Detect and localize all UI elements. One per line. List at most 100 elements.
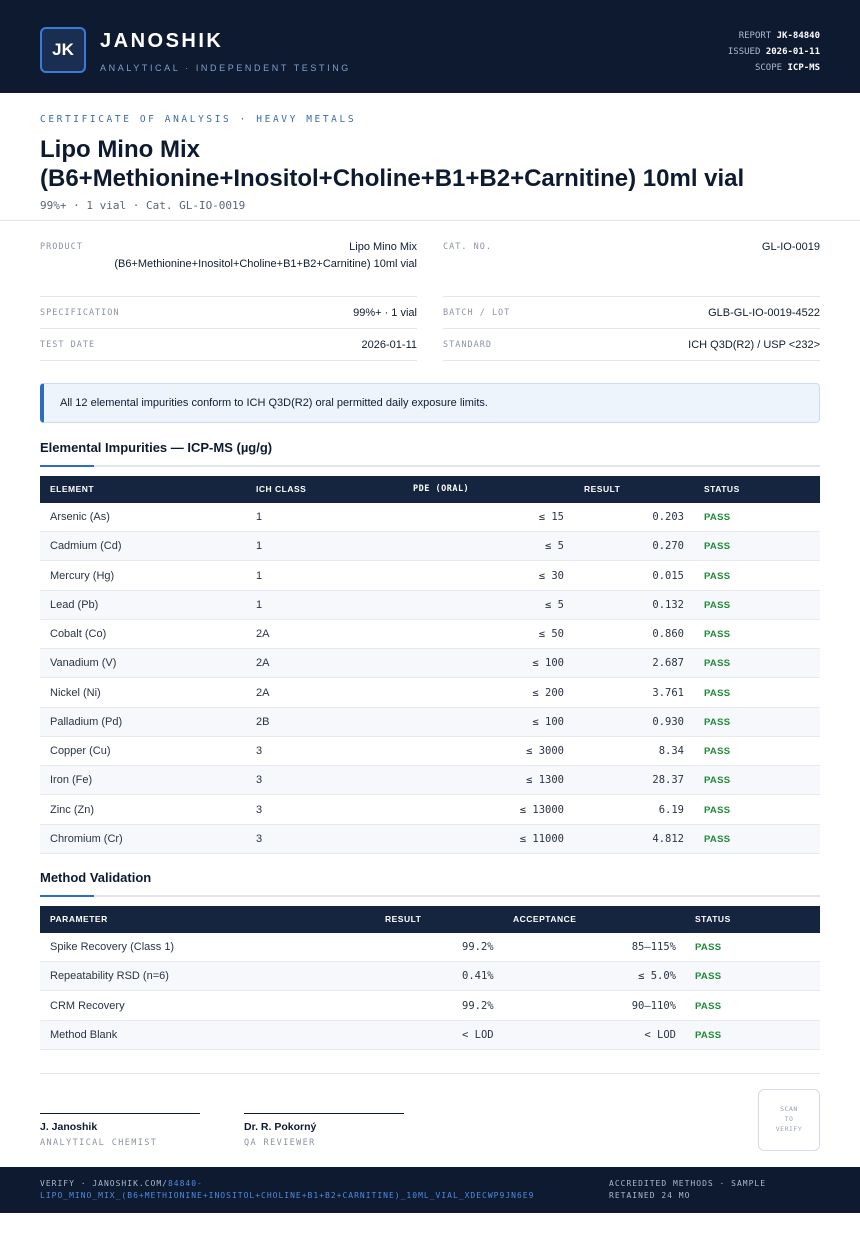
scope-label: SCOPE — [754, 63, 783, 73]
cell-element: Palladium (Pd) — [50, 715, 123, 728]
info-divider — [443, 328, 820, 329]
report-id-line: REPORT JK-84840 — [728, 28, 820, 44]
table-row: Repeatability RSD (n=6) 0.41% ≤ 5.0% PASS — [40, 962, 820, 992]
table-row: Cobalt (Co) 2A ≤ 50 0.860 PASS — [40, 620, 820, 649]
table-row: Copper (Cu) 3 ≤ 3000 8.34 PASS — [40, 737, 820, 766]
table-row: Cadmium (Cd) 1 ≤ 5 0.270 PASS — [40, 532, 820, 562]
cell-ich-class: 1 — [256, 511, 263, 523]
cell-pde: ≤ 5 — [545, 540, 564, 553]
cell-result: 0.930 — [652, 715, 684, 728]
status-badge: PASS — [704, 804, 731, 816]
cell-element: Chromium (Cr) — [50, 832, 123, 845]
cell-pde: ≤ 3000 — [526, 745, 564, 757]
cell-ich-class: 1 — [256, 598, 263, 611]
test-date-value: 2026-01-11 — [361, 339, 417, 351]
col-result: RESULT — [385, 914, 422, 924]
cell-result: 28.37 — [652, 774, 684, 787]
status-badge: PASS — [695, 1000, 722, 1012]
cell-result: 0.132 — [652, 598, 684, 611]
status-badge: PASS — [704, 599, 731, 611]
cell-element: Mercury (Hg) — [50, 569, 115, 582]
status-badge: PASS — [704, 541, 731, 553]
cat-no-label: CAT. NO. — [443, 242, 492, 252]
col-acceptance: ACCEPTANCE — [513, 914, 577, 924]
table-row: Nickel (Ni) 2A ≤ 200 3.761 PASS — [40, 679, 820, 708]
signer-role: ANALYTICAL CHEMIST — [40, 1138, 158, 1148]
scope-line: SCOPE ICP-MS — [728, 60, 820, 76]
cell-pde: ≤ 30 — [538, 569, 564, 582]
cell-result: 0.015 — [652, 569, 684, 582]
cell-pde: ≤ 11000 — [519, 832, 564, 845]
report-meta: REPORT JK-84840 ISSUED 2026-01-11 SCOPE … — [728, 28, 820, 76]
cell-pde: ≤ 1300 — [526, 774, 564, 787]
signer-name: J. Janoshik — [40, 1121, 98, 1133]
cell-parameter: Spike Recovery (Class 1) — [50, 941, 175, 953]
issued-value: 2026-01-11 — [765, 47, 820, 57]
signature-line — [244, 1113, 404, 1114]
divider — [40, 1073, 820, 1074]
info-divider — [443, 360, 820, 361]
cell-ich-class: 2A — [256, 686, 270, 699]
cell-parameter: Repeatability RSD (n=6) — [50, 970, 169, 983]
cell-acceptance: 85–115% — [631, 941, 676, 953]
table-row: Arsenic (As) 1 ≤ 15 0.203 PASS — [40, 503, 820, 532]
cell-ich-class: 1 — [256, 540, 263, 553]
specification-label: SPECIFICATION — [40, 308, 120, 318]
product-value: Lipo Mino Mix (B6+Methionine+Inositol+Ch… — [114, 241, 417, 270]
cell-ich-class: 3 — [256, 774, 263, 787]
verify-link[interactable]: 84840-LIPO_MINO_MIX_(B6+METHIONINE+INOSI… — [40, 1179, 535, 1200]
qr-text: VERIFY — [775, 1125, 803, 1133]
status-badge: PASS — [704, 716, 731, 728]
cell-ich-class: 3 — [256, 832, 263, 845]
table-row: Spike Recovery (Class 1) 99.2% 85–115% PASS — [40, 933, 820, 962]
status-badge: PASS — [704, 687, 731, 699]
info-divider — [40, 296, 417, 297]
cell-result: 0.270 — [652, 540, 684, 553]
validation-section-title: Method Validation — [40, 870, 152, 885]
report-label: REPORT — [738, 31, 772, 41]
status-badge: PASS — [704, 833, 731, 845]
cell-pde: ≤ 5 — [545, 598, 564, 611]
qr-text: TO — [784, 1115, 794, 1123]
status-badge: PASS — [695, 971, 722, 983]
report-footer: VERIFY · JANOSHIK.COM/84840-LIPO_MINO_MI… — [0, 1167, 860, 1213]
status-badge: PASS — [704, 512, 731, 523]
batch-label: BATCH / LOT — [443, 308, 511, 318]
table-row: Chromium (Cr) 3 ≤ 11000 4.812 PASS — [40, 824, 820, 854]
specification-value: 99%+ · 1 vial — [353, 307, 417, 319]
cell-ich-class: 3 — [256, 745, 263, 757]
validation-table-header: PARAMETER RESULT ACCEPTANCE STATUS — [40, 906, 820, 933]
cell-pde: ≤ 100 — [532, 715, 564, 728]
scope-value: ICP-MS — [787, 63, 820, 73]
table-row: Lead (Pb) 1 ≤ 5 0.132 PASS — [40, 590, 820, 620]
table-row: Vanadium (V) 2A ≤ 100 2.687 PASS — [40, 649, 820, 679]
table-row: Iron (Fe) 3 ≤ 1300 28.37 PASS — [40, 766, 820, 796]
report-value: JK-84840 — [776, 31, 820, 41]
cell-element: Cadmium (Cd) — [50, 540, 122, 553]
impurities-section-title: Elemental Impurities — ICP-MS (µg/g) — [40, 440, 273, 455]
cell-ich-class: 2A — [256, 657, 270, 670]
col-pde: PDE (ORAL) — [413, 484, 470, 494]
status-badge: PASS — [704, 746, 731, 757]
standard-value: ICH Q3D(R2) / USP <232> — [688, 339, 820, 351]
cell-pde: ≤ 50 — [538, 628, 564, 640]
section-rule — [40, 895, 820, 897]
cell-result: 8.34 — [658, 745, 684, 757]
conformance-notice: All 12 elemental impurities conform to I… — [40, 383, 820, 423]
cell-result: 2.687 — [652, 657, 684, 670]
status-badge: PASS — [704, 775, 731, 787]
col-result: RESULT — [584, 484, 621, 494]
info-divider — [443, 296, 820, 297]
cell-result: 6.19 — [658, 803, 684, 816]
col-ich-class: ICH CLASS — [256, 484, 307, 494]
cell-element: Copper (Cu) — [50, 745, 111, 757]
reviewer-name: Dr. R. Pokorný — [244, 1121, 317, 1133]
brand-name: JANOSHIK — [100, 30, 224, 52]
info-divider — [40, 360, 417, 361]
test-date-label: TEST DATE — [40, 340, 96, 350]
col-parameter: PARAMETER — [50, 914, 108, 924]
cell-element: Arsenic (As) — [50, 511, 110, 523]
signature-line — [40, 1113, 200, 1114]
section-accent — [40, 465, 94, 467]
verify-qr-placeholder[interactable]: SCAN TO VERIFY — [758, 1089, 820, 1151]
